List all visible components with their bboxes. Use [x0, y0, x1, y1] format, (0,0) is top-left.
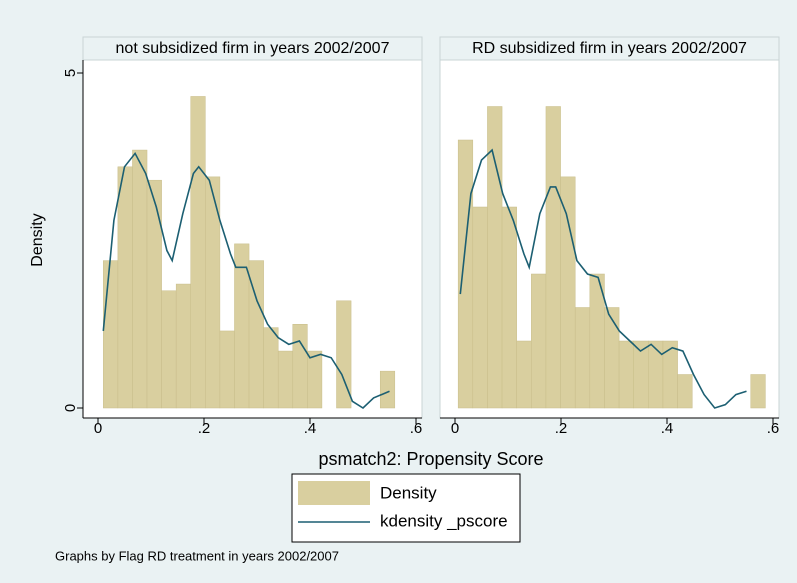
note: Graphs by Flag RD treatment in years 200… — [55, 548, 339, 563]
bar — [472, 206, 488, 409]
bar — [677, 374, 693, 409]
bar — [277, 350, 294, 409]
bar — [103, 260, 119, 409]
panel-title: RD subsidized firm in years 2002/2007 — [472, 40, 747, 57]
bar — [560, 176, 576, 409]
bar — [457, 139, 474, 409]
bar — [604, 307, 620, 409]
kdensity-line — [102, 151, 390, 410]
y-tick-label: 0 — [62, 404, 79, 412]
kdensity-line — [459, 148, 747, 409]
y-axis-label: Density — [29, 213, 46, 266]
bar — [190, 96, 206, 409]
bar — [263, 327, 279, 409]
x-tick-label: .2 — [555, 420, 568, 437]
bar — [292, 324, 308, 409]
bar — [648, 340, 664, 409]
bar — [336, 300, 352, 409]
bar — [750, 374, 766, 409]
bar — [618, 340, 634, 409]
bar — [161, 290, 177, 409]
bar — [307, 350, 323, 409]
x-tick-label: 0 — [451, 420, 459, 437]
legend-swatch — [298, 481, 370, 505]
bar — [117, 166, 133, 409]
x-tick-label: .2 — [198, 420, 211, 437]
bar — [379, 370, 396, 409]
bar — [501, 206, 517, 409]
x-axis-label: psmatch2: Propensity Score — [318, 449, 543, 469]
bar — [531, 273, 547, 409]
bar — [516, 340, 532, 409]
y-tick-label: 5 — [62, 69, 79, 77]
x-tick-label: .6 — [410, 420, 423, 437]
bar — [662, 340, 678, 409]
x-tick-label: .4 — [304, 420, 317, 437]
x-tick-label: 0 — [94, 420, 102, 437]
panel-title: not subsidized firm in years 2002/2007 — [116, 40, 390, 57]
bar — [205, 176, 221, 409]
bar — [219, 330, 235, 409]
bar — [146, 179, 162, 409]
bar — [132, 149, 148, 409]
bar — [545, 106, 561, 409]
x-tick-label: .4 — [661, 420, 674, 437]
legend-label: kdensity _pscore — [380, 511, 508, 530]
x-tick-label: .6 — [767, 420, 780, 437]
bar — [574, 307, 591, 409]
bar — [175, 283, 192, 409]
legend-label: Density — [380, 483, 437, 502]
